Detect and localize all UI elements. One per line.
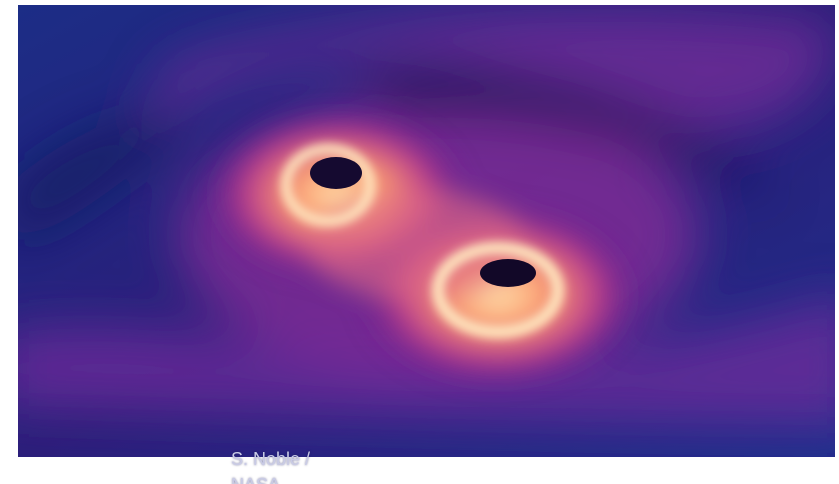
black-hole-image [18, 5, 835, 457]
page: S. Noble / NASA [0, 0, 839, 484]
image-credit: S. Noble / NASA [231, 446, 361, 484]
